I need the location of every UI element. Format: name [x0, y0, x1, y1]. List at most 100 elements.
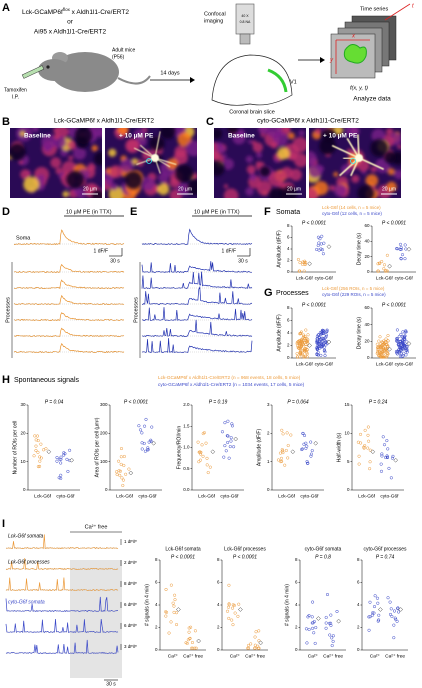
y-tick-label: 2 [155, 625, 158, 630]
dot [401, 330, 405, 334]
dot [399, 332, 403, 337]
micrograph [214, 128, 306, 198]
mean-marker [196, 638, 201, 644]
dot [390, 614, 394, 618]
dot [281, 451, 285, 455]
signal-blob [292, 136, 306, 153]
dot [306, 461, 310, 465]
signal-blob [309, 150, 317, 166]
dot [310, 626, 315, 630]
dot [366, 433, 370, 437]
p-value: P = 0.74 [376, 554, 395, 560]
roi [350, 158, 356, 164]
y-tick-label: 20 [20, 431, 26, 436]
signal-blob [18, 160, 23, 165]
dot [328, 633, 332, 637]
dot [319, 247, 323, 251]
dot [196, 440, 200, 444]
trace [13, 279, 125, 290]
dot [164, 614, 168, 618]
y-tick-label: 0.5 [183, 466, 190, 471]
signal-blob [370, 166, 377, 173]
dot [400, 347, 404, 351]
dot [32, 454, 36, 458]
dark-soma [384, 151, 397, 164]
dot [205, 463, 209, 467]
y-tick-label: 2.0 [183, 402, 190, 407]
signal-blob [280, 166, 293, 180]
dot [304, 328, 308, 332]
label: + 10 µM PE [119, 133, 154, 140]
dot [63, 452, 67, 456]
trace [141, 338, 253, 354]
dot [306, 615, 310, 619]
label: Coronal brain slice [229, 109, 275, 115]
y-axis-label: Frequency/ROI/min [176, 426, 182, 470]
dot [397, 610, 401, 614]
mean-marker [307, 343, 312, 348]
signal-blob [371, 128, 386, 143]
dot [286, 443, 290, 448]
mean-marker [238, 607, 243, 612]
y-tick-label: 5 [347, 459, 350, 464]
mean-marker [313, 440, 319, 446]
syringe [21, 65, 45, 79]
dot [284, 448, 288, 453]
dot [121, 478, 125, 482]
y-tick-label: 8 [287, 305, 290, 310]
dot [34, 448, 38, 453]
dot [331, 634, 335, 638]
signal-blob [387, 168, 395, 176]
dot [403, 243, 407, 247]
p-value: P = 0.19 [209, 399, 228, 405]
process [331, 144, 360, 159]
signal-blob [31, 128, 39, 133]
dot [305, 641, 309, 645]
micrograph [105, 128, 197, 198]
dark-soma [227, 128, 238, 134]
dot [382, 443, 387, 447]
p-value: P < 0.0001 [382, 220, 406, 226]
dot [35, 434, 40, 438]
dot [143, 449, 147, 453]
dot [378, 353, 382, 357]
signal-blob [53, 128, 59, 133]
dot [368, 460, 372, 464]
dot [317, 241, 321, 245]
dot [380, 355, 384, 359]
dot [401, 339, 405, 343]
label: 30 s [110, 258, 120, 264]
dot [34, 438, 38, 442]
signal-blob [232, 131, 246, 145]
mean-marker [387, 263, 392, 269]
dot [367, 628, 371, 632]
dot [257, 629, 261, 633]
scale-label: 2 dF/F [124, 560, 137, 565]
dot [382, 352, 386, 356]
mouse-head [38, 59, 70, 81]
dot [119, 462, 123, 466]
y-tick-label: 0 [367, 269, 370, 274]
mean-marker [258, 640, 263, 646]
signal-blob [222, 154, 228, 159]
dot [304, 446, 308, 450]
dot [34, 444, 38, 448]
label: 1 dF/F [222, 248, 236, 254]
y-tick-label: 4 [357, 602, 360, 607]
x-tick-label: Lck-G6f [278, 493, 295, 499]
signal-blob [109, 165, 123, 179]
y-tick-label: 2 [357, 625, 360, 630]
dot [302, 347, 307, 351]
mean-marker [151, 440, 157, 446]
dot [164, 610, 169, 614]
signal-blob [87, 163, 96, 172]
dot [172, 610, 176, 614]
y-axis-label: Amplitude (dF/F) [276, 230, 282, 268]
label: x [351, 34, 356, 40]
dot [322, 348, 327, 352]
y-tick-label: 200 [100, 431, 108, 436]
x-tick-label: cyto-G6f [300, 493, 319, 499]
dot [319, 353, 323, 357]
dot [381, 435, 385, 439]
signal-blob [309, 163, 323, 178]
